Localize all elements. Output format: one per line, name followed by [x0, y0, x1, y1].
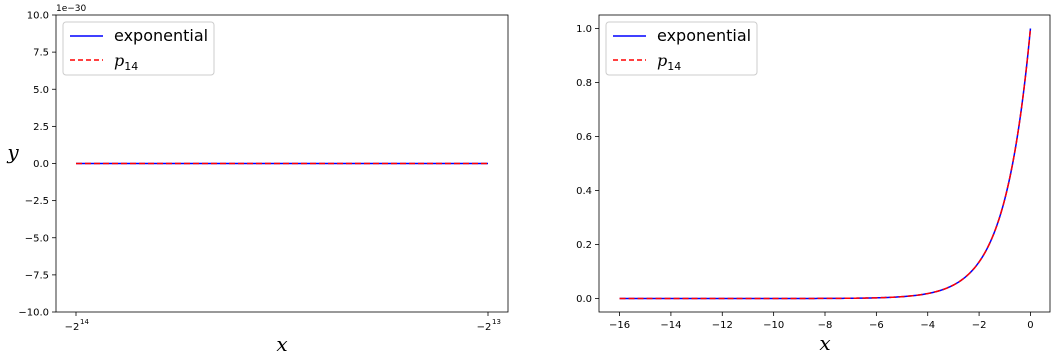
- legend-exponential-label: exponential: [657, 26, 751, 45]
- y-tick-label: 7.5: [33, 48, 49, 59]
- x-tick-label: −6: [869, 320, 884, 331]
- y-tick-label: 0.8: [576, 78, 592, 89]
- y-tick-label: 10.0: [27, 11, 49, 22]
- y-tick-label: 0.6: [576, 132, 592, 143]
- y-tick-label: 2.5: [33, 122, 49, 133]
- x-tick-label: 0: [1027, 320, 1033, 331]
- x-tick-label: −10: [763, 320, 784, 331]
- x-tick-label: −12: [712, 320, 733, 331]
- x-tick-label: −14: [660, 320, 681, 331]
- x-tick-exponent: 14: [80, 318, 89, 326]
- right-plot-frame: [598, 14, 1051, 313]
- x-tick-label: −2: [65, 322, 80, 333]
- x-tick-label: −2: [477, 322, 492, 333]
- y-tick-label: 1.0: [576, 24, 592, 35]
- x-tick-label: −8: [818, 320, 833, 331]
- y-tick-label: −10.0: [18, 308, 49, 319]
- y-tick-label: −2.5: [25, 196, 49, 207]
- x-axis-label: x: [276, 332, 287, 354]
- y-tick-label: 0.4: [576, 186, 592, 197]
- x-axis-label: x: [819, 331, 830, 354]
- x-tick-exponent: 13: [492, 318, 501, 326]
- y-tick-label: 0.2: [576, 240, 592, 251]
- x-tick-label: −16: [609, 320, 630, 331]
- y-tick-label: 5.0: [33, 85, 49, 96]
- y-tick-label: −5.0: [25, 233, 49, 244]
- x-tick-label: −4: [920, 320, 935, 331]
- y-tick-label: 0.0: [576, 294, 592, 305]
- y-offset-label: 1e−30: [56, 4, 87, 14]
- y-tick-label: −7.5: [25, 270, 49, 281]
- right-plot: 0.0 0.2 0.4 0.6 0.8 1.0 −16 −14 −12 −10 −8 −6 −4 −2 0 x…: [576, 14, 1051, 354]
- y-tick-label: 0.0: [33, 159, 49, 170]
- y-axis-label: y: [6, 140, 19, 164]
- p14-series-line: [619, 28, 1032, 300]
- left-plot: −10.0 −7.5 −5.0 −2.5 0.0 2.5 5.0 7.5 10.0 1e−30 −2…: [6, 4, 509, 354]
- x-tick-label: −2: [972, 320, 987, 331]
- legend-exponential-label: exponential: [114, 26, 208, 45]
